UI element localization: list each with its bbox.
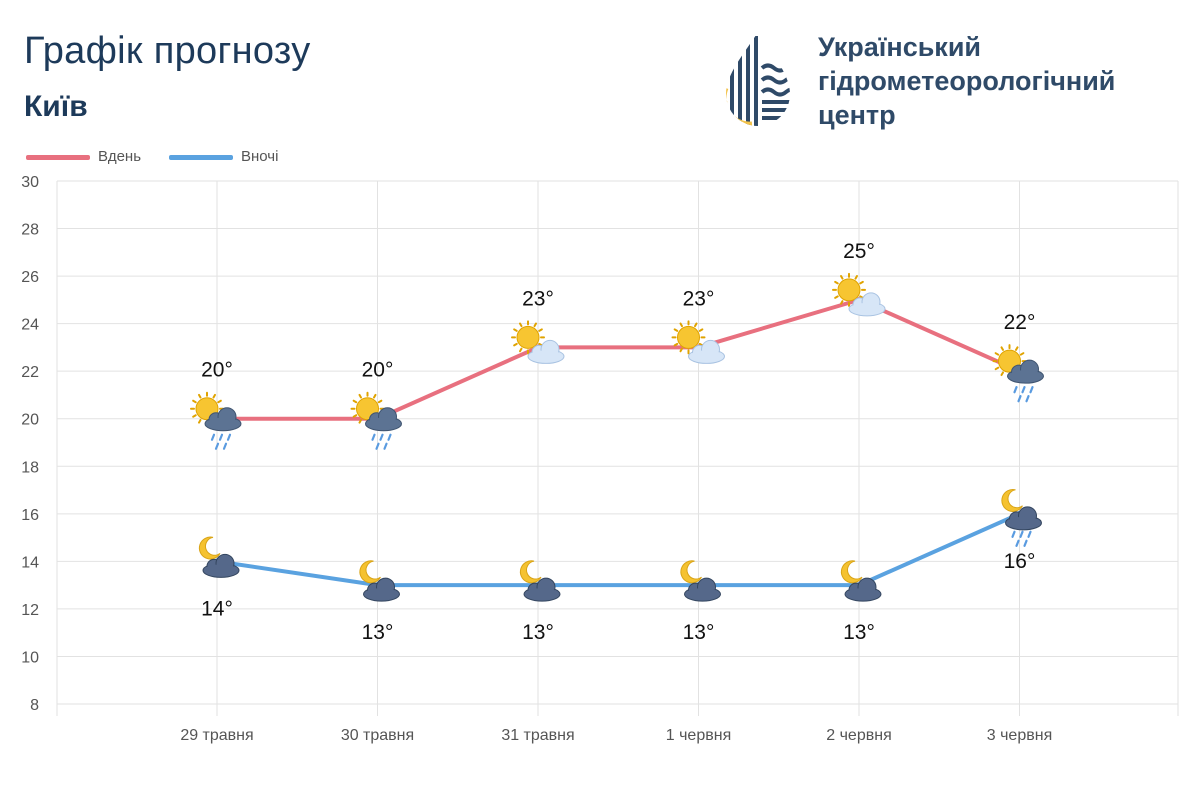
cloud-shape	[684, 577, 721, 602]
data-label-day: 20°	[362, 359, 394, 382]
sun-cloud-rain-icon	[350, 391, 402, 450]
sun-disc	[516, 325, 540, 349]
moon-crescent	[840, 560, 863, 584]
cloud-shape	[1005, 506, 1042, 531]
sun-rays	[832, 272, 866, 307]
y-tick-label: 8	[30, 697, 39, 714]
sun-cloud-icon	[832, 272, 886, 317]
x-tick-label: 29 травня	[180, 727, 253, 744]
legend-label-night: Вночі	[241, 148, 279, 165]
data-label-day: 25°	[843, 240, 875, 263]
rain-drops	[371, 433, 392, 450]
data-label-night: 13°	[362, 621, 394, 644]
data-label-night: 13°	[522, 621, 554, 644]
data-label-night: 16°	[1004, 550, 1036, 573]
sun-cloud-icon	[511, 320, 565, 364]
page-title: Графік прогнозу	[24, 30, 311, 72]
y-tick-label: 14	[21, 554, 39, 571]
rain-drops	[1011, 530, 1032, 547]
ukrhydromet-logo-icon	[726, 32, 790, 126]
cloud-shape	[523, 577, 561, 602]
y-tick-label: 28	[21, 222, 39, 239]
cloud-shape	[363, 577, 400, 602]
y-tick-label: 30	[21, 174, 39, 191]
data-label-night: 13°	[843, 621, 875, 644]
y-tick-label: 10	[21, 649, 39, 666]
series-line-day	[217, 297, 1021, 421]
sun-rays	[992, 344, 1027, 379]
cloud-shape	[527, 339, 565, 364]
cloud-shape	[844, 577, 882, 602]
moon-cloud-icon	[198, 536, 240, 578]
x-tick-label: 30 травня	[341, 727, 414, 744]
moon-cloud-rain-icon	[1001, 489, 1042, 547]
moon-cloud-icon	[359, 560, 400, 602]
moon-cloud-icon	[519, 560, 561, 602]
data-label-day: 23°	[522, 287, 554, 310]
cloud-shape	[204, 407, 242, 432]
sun-disc	[837, 278, 861, 302]
y-tick-label: 20	[21, 412, 39, 429]
organization-name-line: центр	[818, 100, 896, 130]
moon-crescent	[198, 536, 221, 560]
x-tick-label: 3 червня	[987, 727, 1052, 744]
x-tick-label: 31 травня	[501, 727, 574, 744]
y-tick-label: 26	[21, 269, 39, 286]
sun-disc	[677, 325, 700, 349]
x-tick-label: 1 червня	[666, 727, 731, 744]
moon-cloud-icon	[840, 560, 882, 602]
data-label-night: 13°	[683, 621, 715, 644]
legend-swatch-night	[169, 155, 233, 160]
data-label-night: 14°	[201, 597, 233, 620]
city-name: Київ	[24, 90, 88, 123]
organization-name-line: гідрометеорологічний	[818, 66, 1116, 96]
sun-cloud-rain-icon	[190, 391, 242, 450]
series-line-night	[216, 511, 1021, 588]
data-label-day: 20°	[201, 359, 233, 382]
organization-name-line: Український	[818, 32, 982, 62]
data-label-day: 23°	[683, 287, 715, 310]
y-tick-label: 12	[21, 602, 39, 619]
legend-swatch-day	[26, 155, 90, 160]
cloud-shape	[365, 407, 402, 432]
cloud-shape	[848, 292, 886, 317]
sun-cloud-rain-icon	[992, 344, 1044, 403]
cloud-shape	[202, 553, 240, 578]
moon-crescent	[359, 560, 381, 584]
y-tick-label: 24	[21, 317, 39, 334]
y-tick-label: 22	[21, 364, 39, 381]
y-tick-label: 18	[21, 459, 39, 476]
data-label-day: 22°	[1004, 311, 1036, 334]
y-tick-label: 16	[21, 507, 39, 524]
moon-crescent	[519, 560, 542, 584]
rain-drops	[210, 433, 232, 450]
organization-name: Український гідрометеорологічний центр	[818, 30, 1188, 132]
cloud-shape	[1007, 359, 1044, 384]
moon-crescent	[680, 560, 702, 584]
x-tick-label: 2 червня	[826, 727, 891, 744]
moon-cloud-icon	[680, 560, 721, 602]
rain-drops	[1013, 386, 1034, 403]
legend-label-day: Вдень	[98, 148, 142, 165]
moon-crescent	[1001, 489, 1023, 512]
cloud-shape	[688, 339, 725, 364]
sun-cloud-icon	[671, 320, 725, 364]
